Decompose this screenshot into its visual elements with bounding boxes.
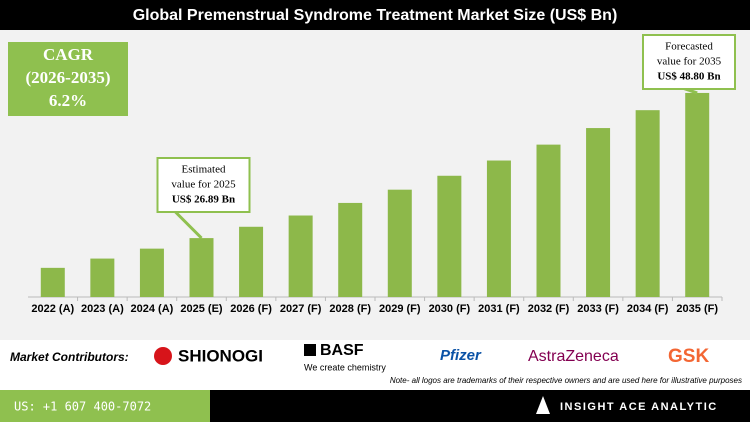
shionogi-icon [154,347,172,365]
x-tick-label: 2031 (F) [478,303,520,315]
x-tick-label: 2035 (F) [676,303,718,315]
bar [288,215,313,297]
logo-shionogi: SHIONOGI [178,346,263,365]
annotation-text: Estimated [182,164,226,176]
x-tick-label: 2030 (F) [429,303,471,315]
bar [586,128,611,297]
bar [387,189,412,297]
x-tick-label: 2022 (A) [31,303,74,315]
bar [139,248,164,297]
x-tick-label: 2028 (F) [329,303,371,315]
logo-gsk: GSK [668,346,709,367]
brand-icon [536,396,550,414]
bar [338,202,363,297]
annotation-box [156,157,251,213]
annotation-text: value for 2025 [171,179,236,191]
x-tick-label: 2026 (F) [230,303,272,315]
bar [635,110,660,297]
bar [40,267,65,297]
phone: US: +1 607 400-7072 [14,400,151,414]
cagr-box [8,42,128,116]
annotation-box [642,34,736,90]
bar [486,160,511,297]
x-tick-label: 2024 (A) [131,303,174,315]
annotation-text: value for 2035 [657,56,722,68]
annotation-text: US$ 48.80 Bn [657,71,720,83]
logo-pfizer: Pfizer [440,347,482,364]
cagr-label: CAGR [43,45,94,64]
footer-background [0,340,750,390]
bar [189,238,214,297]
footer-note: Note- all logos are trademarks of their … [390,376,742,385]
bar [239,226,264,297]
x-tick-label: 2032 (F) [528,303,570,315]
chart-title: Global Premenstrual Syndrome Treatment M… [133,7,618,24]
contributors-label: Market Contributors: [10,350,129,364]
x-tick-label: 2025 (E) [180,303,223,315]
bar [437,175,462,297]
brand-bar [210,390,750,422]
annotation-text: Forecasted [665,41,713,53]
logo-astrazeneca: AstraZeneca [528,348,619,365]
cagr-period: (2026-2035) [26,68,111,87]
bar [536,144,561,297]
logo-basf: BASF [320,342,364,359]
x-tick-label: 2029 (F) [379,303,421,315]
title-bar [0,0,750,30]
basf-icon [304,344,316,356]
brand: INSIGHT ACE ANALYTIC [560,401,718,413]
logo-basf-tagline: We create chemistry [304,362,386,372]
x-tick-label: 2034 (F) [627,303,669,315]
bar [90,258,115,297]
phone-bar [0,390,210,422]
x-tick-label: 2023 (A) [81,303,124,315]
x-tick-label: 2033 (F) [577,303,619,315]
bar [685,92,710,297]
x-tick-label: 2027 (F) [280,303,322,315]
cagr-value: 6.2% [49,91,87,110]
annotation-text: US$ 26.89 Bn [172,194,235,206]
